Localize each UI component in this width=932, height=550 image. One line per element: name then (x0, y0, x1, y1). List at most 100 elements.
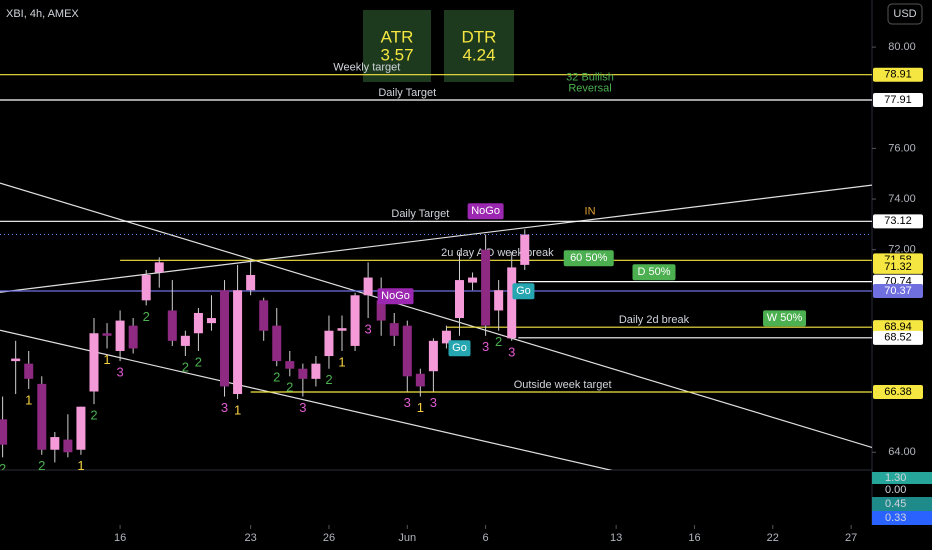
count-label: 1 (77, 458, 84, 473)
indicator-box (872, 497, 932, 511)
plot: Weekly target Daily Target Daily Target 2u … (0, 62, 872, 473)
candle-body (272, 325, 282, 362)
signal-tag (632, 264, 676, 281)
candle-body (350, 295, 360, 346)
price-label: 68.94 (884, 321, 912, 333)
candle-body (298, 368, 308, 379)
candle-body (206, 318, 216, 324)
signal-tag-label: Go (516, 285, 531, 297)
candle-body (428, 340, 438, 372)
candle-body (167, 310, 177, 341)
candle-body (376, 300, 386, 321)
count-label: 1 (417, 400, 424, 415)
price-label: 71.32 (884, 261, 912, 273)
signal-tag-label: Go (452, 342, 467, 354)
price-box (873, 283, 923, 298)
note: 32 Bullish (566, 71, 614, 83)
count-label: 1 (25, 392, 32, 407)
x-tick-label: 26 (323, 532, 335, 544)
signal-tag-label: NoGo (471, 205, 500, 217)
signal-tag (467, 203, 504, 220)
count-label: 3 (221, 400, 228, 415)
candle-body (402, 325, 412, 377)
count-label: 2 (182, 359, 189, 374)
indicator-label: 0.45 (885, 498, 906, 510)
price-box (873, 214, 923, 229)
candle-body (246, 275, 256, 291)
count-label: 2 (273, 370, 280, 385)
count-label: 2 (325, 372, 332, 387)
candle-body (141, 275, 151, 301)
count-label: 2 (495, 334, 502, 349)
signal-tag-label: D 50% (637, 266, 670, 278)
trend-line (0, 182, 872, 449)
price-label: 68.52 (884, 332, 912, 344)
price-label: 66.38 (884, 386, 912, 398)
y-tick-label: 74.00 (888, 193, 916, 205)
candle-body (285, 361, 295, 369)
y-tick-label: 76.00 (888, 142, 916, 154)
x-tick-label: 22 (767, 532, 779, 544)
count-label: 3 (430, 395, 437, 410)
candle-body (363, 277, 373, 296)
price-box (873, 320, 923, 335)
level-text: Daily Target (378, 87, 436, 99)
count-label: 3 (116, 365, 123, 380)
count-label: 2 (90, 408, 97, 423)
stat-value: 3.57 (380, 45, 413, 64)
candle-body (193, 312, 203, 334)
candle-body (102, 333, 112, 336)
count-label: 1 (103, 352, 110, 367)
signal-tag (763, 310, 807, 327)
currency[interactable]: USD (893, 8, 916, 20)
stat-box (363, 10, 431, 82)
level-text: Weekly target (333, 62, 400, 74)
price-label: 70.37 (884, 285, 912, 297)
candle-body (11, 358, 21, 362)
x-tick-label: 13 (610, 532, 622, 544)
candle-body (324, 330, 334, 357)
count-label: 3 (482, 339, 489, 354)
x-tick-label: 6 (483, 532, 489, 544)
signal-tag (512, 283, 535, 300)
candle-body (520, 234, 530, 265)
level-text: Daily Target (391, 208, 449, 220)
price-box (873, 330, 923, 345)
candle-body (24, 363, 34, 379)
candle-body (337, 328, 347, 331)
signal-tag-label: NoGo (381, 290, 410, 302)
signal-tag (563, 250, 614, 267)
currency-button[interactable] (887, 3, 923, 25)
price-box (873, 93, 923, 108)
x-tick-label: Jun (398, 532, 416, 544)
candle-body (311, 363, 321, 379)
x-tick-label: 16 (688, 532, 700, 544)
candle-body (37, 383, 47, 450)
y-tick-label: 64.00 (888, 446, 916, 458)
price-label: 73.12 (884, 215, 912, 227)
count-label: 3 (365, 321, 372, 336)
level-text: 2u day A D week break (441, 247, 554, 259)
candle-body (481, 249, 491, 326)
candle-body (454, 280, 464, 319)
count-label: 3 (299, 400, 306, 415)
candle-body (441, 330, 451, 344)
count-label: 2 (38, 458, 45, 473)
count-label: 3 (508, 344, 515, 359)
stat-box (444, 10, 514, 82)
candle-body (89, 333, 99, 392)
stat-label: ATR (381, 27, 414, 46)
symbol: XBI, 4h, AMEX (6, 8, 79, 20)
indicator-label: 1.30 (885, 472, 906, 484)
x-tick-label: 27 (845, 532, 857, 544)
signal-tag (377, 288, 414, 305)
trend-line (0, 184, 872, 293)
signal-tag (448, 340, 471, 357)
price-label: 77.91 (884, 94, 912, 106)
price-box (873, 259, 923, 274)
candle-body (0, 419, 8, 445)
candle-body (63, 439, 73, 453)
candle-body (115, 320, 125, 351)
